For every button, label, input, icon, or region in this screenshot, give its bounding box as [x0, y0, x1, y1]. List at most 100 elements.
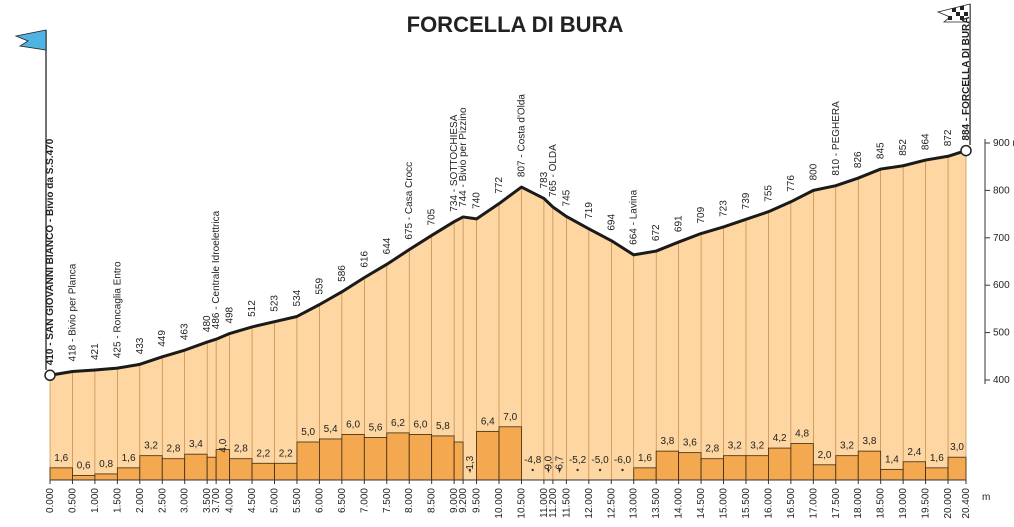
gradient-label: 5,6: [369, 422, 383, 433]
gradient-bar: [768, 447, 792, 481]
point-label: 744 - Bivio per Pizzino: [458, 107, 469, 207]
x-tick-label: 20.000: [943, 488, 954, 519]
gradient-label: 0,6: [77, 460, 91, 471]
point-label: 463: [180, 323, 191, 340]
descent-marker: [621, 468, 624, 472]
point-label: 776: [786, 175, 797, 192]
point-label: 884 - FORCELLA DI BURA: [961, 16, 972, 140]
gradient-bar: [498, 426, 522, 481]
x-tick-label: 1.500: [112, 488, 123, 513]
x-tick-label: 9.000: [449, 488, 460, 513]
x-tick-label: 16.500: [786, 488, 797, 519]
gradient-bar: [215, 449, 231, 481]
x-tick-label: 15.000: [719, 488, 730, 519]
point-label: 449: [157, 330, 168, 347]
x-tick-label: 0.000: [45, 488, 56, 513]
x-tick-label: 12.500: [606, 488, 617, 519]
point-label: 709: [696, 206, 707, 223]
gradient-label: 0,8: [99, 459, 113, 470]
point-label: 810 - PEGHERA: [831, 101, 842, 176]
point-label: 783: [539, 171, 550, 188]
gradient-bar: [835, 455, 859, 481]
gradient-bar: [947, 456, 967, 481]
gradient-bar: [341, 433, 365, 481]
x-unit: m: [982, 492, 990, 503]
gradient-label: -6,7: [555, 455, 566, 473]
x-tick-label: 18.500: [876, 488, 887, 519]
gradient-label: 3,2: [840, 441, 854, 452]
x-tick-label: 19.000: [898, 488, 909, 519]
x-tick-label: 2.000: [135, 488, 146, 513]
x-tick-label: 16.000: [763, 488, 774, 519]
gradient-bar: [453, 441, 464, 481]
x-tick-label: 11.000: [539, 488, 550, 518]
x-tick-label: 13.500: [651, 488, 662, 519]
gradient-label: 3,2: [728, 441, 742, 452]
gradient-label: 6,4: [481, 416, 495, 427]
gradient-label: 7,0: [503, 412, 517, 423]
gradient-label: -6,0: [614, 455, 632, 466]
point-label: 734 - SOTTOCHIESA: [449, 114, 460, 211]
x-tick-label: 3.000: [180, 488, 191, 513]
point-label: 418 - Bivio per Planca: [67, 263, 78, 361]
point-label: 480: [202, 315, 213, 332]
gradient-bar: [184, 453, 208, 481]
descent-marker: [468, 468, 472, 472]
x-tick-label: 1.000: [90, 488, 101, 513]
gradient-bar: [408, 433, 433, 481]
point-label: 852: [898, 139, 909, 156]
point-label: 765 - OLDA: [548, 144, 559, 197]
point-label: 523: [270, 295, 281, 312]
gradient-label: 1,6: [930, 453, 944, 464]
endpoint: [44, 369, 56, 382]
point-label: 586: [337, 265, 348, 282]
gradient-label: 2,2: [256, 448, 270, 459]
point-label: 559: [314, 278, 325, 295]
x-tick-label: 8.000: [404, 488, 415, 513]
gradient-bar: [925, 467, 949, 481]
point-label: 425 - Roncaglia Entro: [112, 261, 123, 358]
point-label: 755: [763, 185, 774, 202]
x-tick-label: 13.000: [629, 488, 640, 519]
x-tick-label: 17.500: [831, 488, 842, 519]
x-tick-label: 7.500: [382, 488, 393, 513]
point-label: 616: [359, 250, 370, 267]
gradient-bar: [296, 441, 320, 481]
point-label: 534: [292, 289, 303, 306]
gradient-label: 6,2: [391, 418, 405, 429]
y-tick-label: 700: [993, 233, 1010, 244]
gradient-label: 3,2: [750, 441, 764, 452]
gradient-bar: [655, 450, 680, 481]
gradient-label: 3,4: [189, 439, 203, 450]
x-tick-label: 2.500: [157, 488, 168, 513]
x-tick-label: 10.500: [516, 488, 527, 519]
point-label: 826: [853, 151, 864, 168]
profile-area: [50, 150, 966, 481]
x-tick-label: 3.700: [211, 488, 222, 513]
gradient-label: 1,6: [638, 453, 652, 464]
gradient-label: 3,0: [950, 442, 964, 453]
gradient-bar: [363, 437, 388, 481]
point-label: 644: [382, 237, 393, 254]
point-label: 410 - SAN GIOVANNI BIANCO - Bivio da S.S…: [45, 138, 56, 365]
x-tick-label: 11.500: [561, 488, 572, 518]
y-tick-label: 900 m: [993, 138, 1014, 149]
x-tick-label: 6.500: [337, 488, 348, 513]
y-tick-label: 800: [993, 185, 1010, 196]
point-label: 864: [921, 133, 932, 150]
gradient-label: 1,6: [54, 453, 68, 464]
gradient-bar: [274, 462, 298, 481]
point-label: 421: [90, 343, 101, 360]
point-label: 433: [135, 337, 146, 354]
gradient-bar: [431, 435, 455, 481]
x-tick-label: 14.500: [696, 488, 707, 519]
point-label: 512: [247, 300, 258, 317]
gradient-label: 2,2: [279, 448, 293, 459]
gradient-label: 3,8: [660, 436, 674, 447]
endpoint: [960, 144, 972, 157]
x-tick-label: 5.500: [292, 488, 303, 513]
gradient-bar: [633, 467, 657, 481]
descent-marker: [558, 468, 561, 472]
gradient-bar: [72, 475, 96, 481]
